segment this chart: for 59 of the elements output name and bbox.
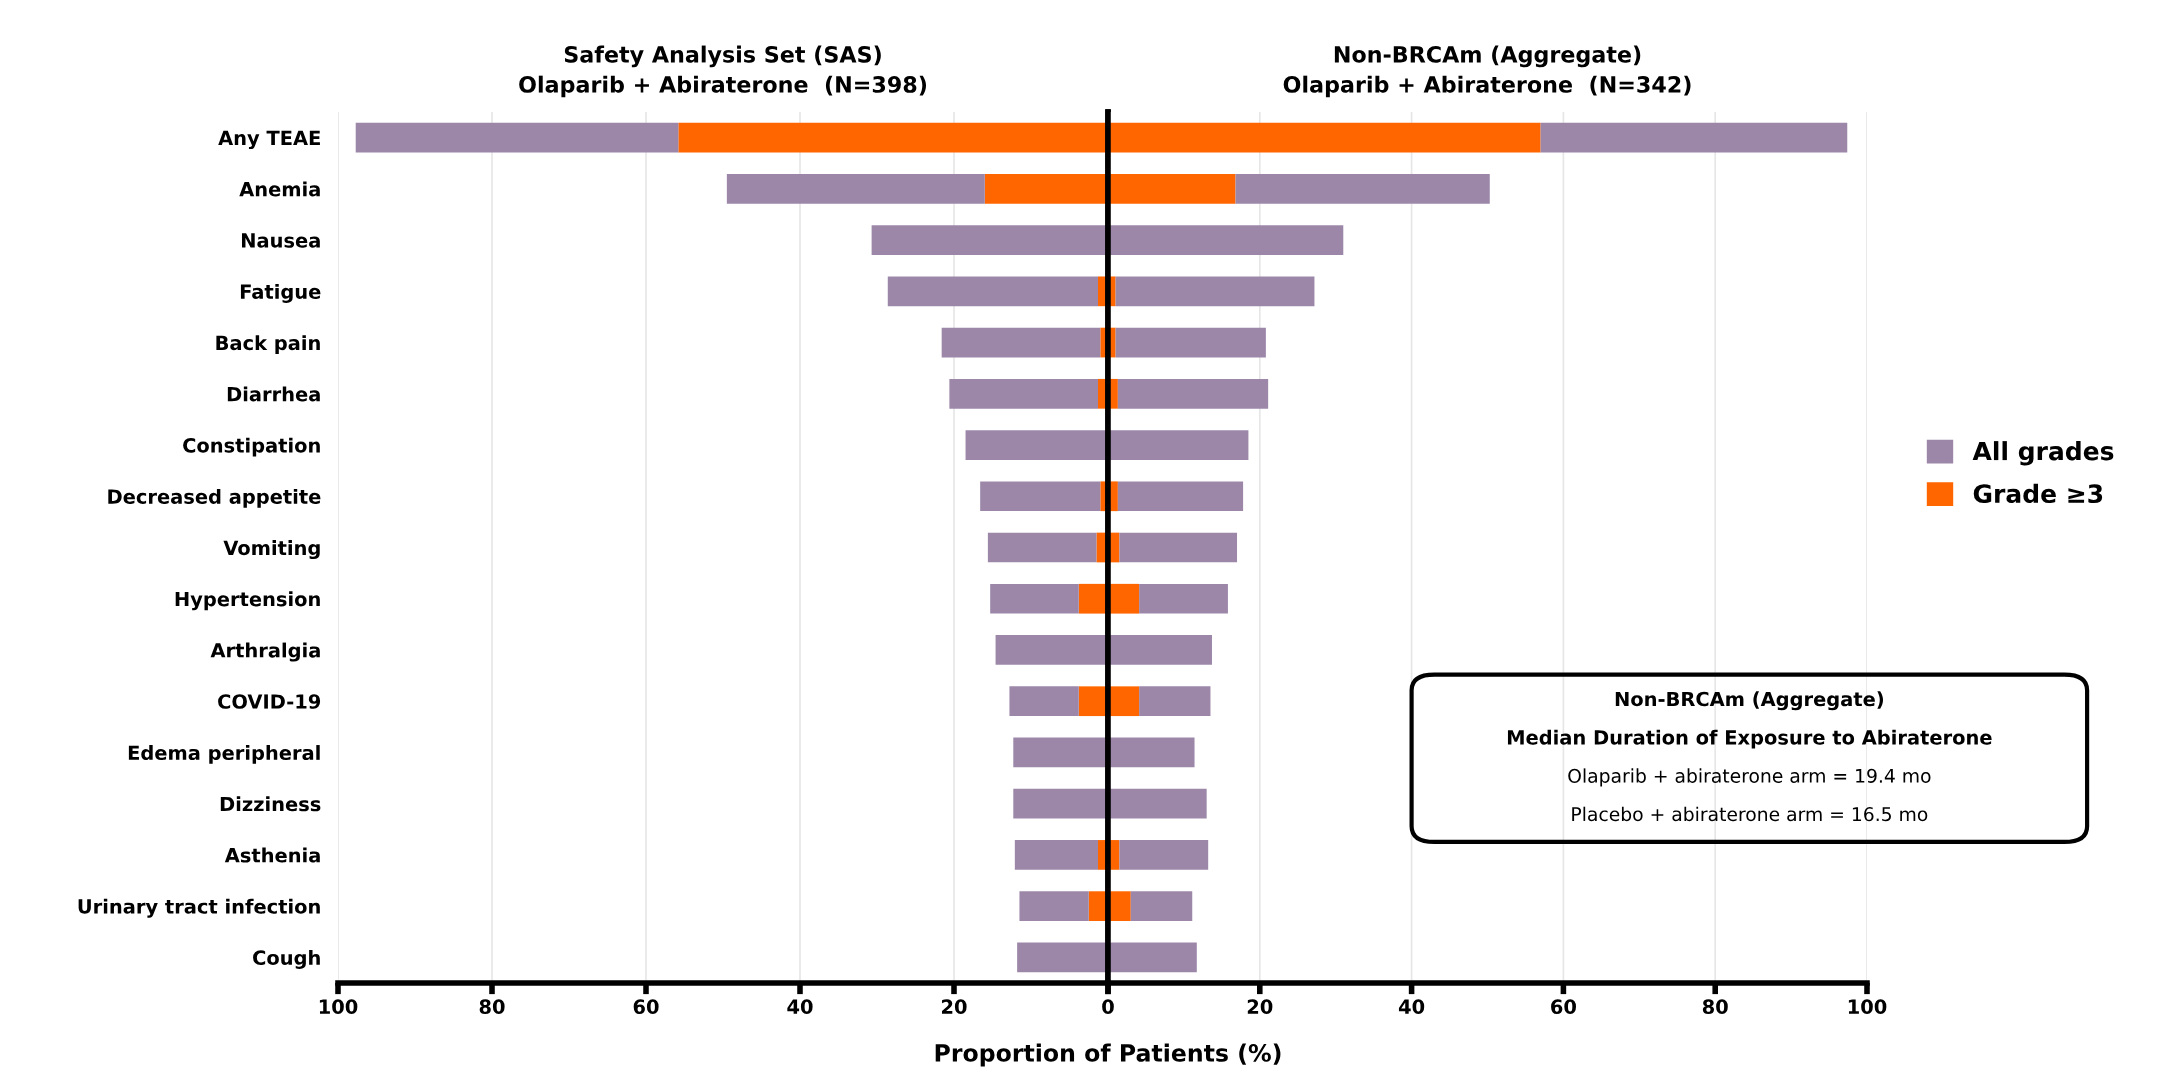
bar	[1115, 276, 1315, 307]
x-tick-label: 60	[1551, 999, 1576, 1015]
y-tick-label: Urinary tract infection	[78, 898, 320, 918]
bar	[1540, 122, 1848, 153]
x-tick-label: 80	[479, 999, 505, 1015]
bar	[1139, 686, 1211, 717]
y-tick-label: Nausea	[242, 233, 320, 248]
bar	[980, 481, 1101, 512]
bar	[887, 276, 1098, 307]
annotation: Olaparib + abiraterone arm = 19.4 mo	[1568, 768, 1931, 787]
bar	[1130, 891, 1193, 922]
bar	[1119, 840, 1209, 870]
x-tick-label: 60	[633, 999, 659, 1015]
chart-title: Safety Analysis Set (SAS) Olaparib + Abiraterone (N=398)	[519, 45, 927, 98]
y-tick-label: Diarrhea	[227, 386, 320, 402]
annotation: Placebo + abiraterone arm = 16.5 mo	[1572, 806, 1928, 822]
bar	[1117, 481, 1244, 512]
x-tick-label: 100	[1848, 999, 1887, 1015]
bar	[949, 378, 1098, 409]
y-tick-label: Anemia	[239, 181, 320, 197]
x-tick-label: 40	[787, 999, 813, 1015]
x-tick-label: 40	[1398, 999, 1425, 1015]
y-tick-label: Back pain	[216, 335, 320, 354]
bar	[987, 532, 1097, 563]
bar	[1139, 583, 1228, 614]
y-tick-label: Dizziness	[220, 796, 321, 812]
y-tick-label: Cough	[253, 949, 320, 969]
bar	[1235, 173, 1490, 204]
bar	[1009, 686, 1079, 717]
y-tick-label: Asthenia	[224, 847, 320, 863]
annotation: Non-BRCAm (Aggregate)	[1615, 691, 1884, 711]
legend-label: Grade ≥3	[1973, 483, 2103, 504]
bar	[1115, 327, 1266, 358]
bar	[941, 327, 1101, 358]
y-tick-label: Arthralgia	[210, 642, 320, 662]
y-tick-label: Constipation	[183, 437, 320, 457]
x-tick-label: 100	[319, 999, 358, 1015]
chart-title: Non-BRCAm (Aggregate) Olaparib + Abiraterone (N=342)	[1283, 45, 1691, 98]
annotation: Median Duration of Exposure to Abiraterone	[1507, 729, 1992, 749]
x-tick-label: 0	[1102, 999, 1114, 1015]
x-tick-label: 80	[1702, 999, 1728, 1015]
x-tick-label: 20	[1247, 999, 1273, 1015]
y-tick-label: Vomiting	[223, 540, 320, 560]
x-axis-title: Proportion of Patients (%)	[935, 1043, 1281, 1067]
y-tick-label: COVID-19	[218, 694, 321, 709]
y-tick-label: Any TEAE	[218, 130, 320, 150]
y-tick-label: Edema peripheral	[128, 745, 320, 764]
legend-label: All grades	[1972, 441, 2114, 466]
bar	[1117, 378, 1269, 409]
y-tick-label: Fatigue	[240, 283, 321, 303]
bar	[1014, 840, 1098, 870]
bar	[990, 583, 1079, 614]
y-tick-label: Hypertension	[175, 591, 320, 611]
bar	[1019, 891, 1089, 922]
bar	[355, 122, 679, 153]
y-tick-label: Decreased appetite	[108, 488, 321, 508]
x-tick-label: 20	[942, 999, 967, 1015]
bar	[1119, 532, 1238, 563]
bar	[726, 173, 985, 204]
